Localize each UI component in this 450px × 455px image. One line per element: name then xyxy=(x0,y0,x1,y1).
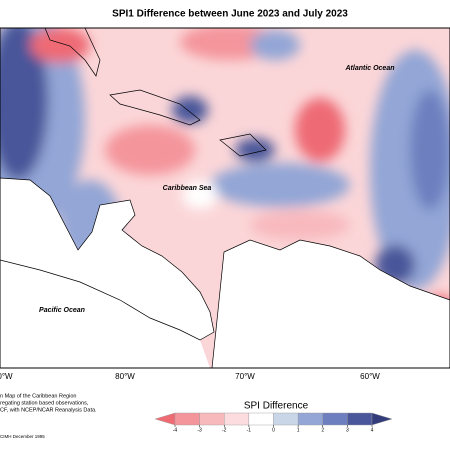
colorbar-tick-label: -4 xyxy=(173,427,178,433)
longitude-label: 0°W xyxy=(0,372,13,381)
colorbar-segment xyxy=(248,412,274,426)
map-frame xyxy=(0,27,450,369)
credit-line: n Map of the Caribbean Region xyxy=(0,393,76,399)
credit-line: CF, with NCEP/NCAR Reanalysis Data. xyxy=(0,407,97,413)
colorbar: -4 -3 -2 -1 0 1 2 3 4 xyxy=(154,412,393,433)
colorbar-tick-label: 3 xyxy=(346,427,349,433)
ocean-label: Atlantic Ocean xyxy=(344,65,394,72)
longitude-label: 80°W xyxy=(115,372,135,381)
colorbar-segment xyxy=(224,412,250,426)
colorbar-segment xyxy=(322,412,348,426)
longitude-label: 60°W xyxy=(360,372,380,381)
legend-title: SPI Difference xyxy=(244,401,309,412)
credit-line: CIMH December 1995 xyxy=(0,434,45,439)
colorbar-segment xyxy=(273,412,299,426)
colorbar-tick-label: 4 xyxy=(371,427,374,433)
longitude-label: 70°W xyxy=(235,372,255,381)
colorbar-tick-label: 1 xyxy=(297,427,300,433)
colorbar-tick-label: -2 xyxy=(222,427,227,433)
map-area: Atlantic Ocean Caribbean Sea Pacific Oce… xyxy=(0,28,450,368)
colorbar-segment xyxy=(174,412,200,426)
ocean-label: Caribbean Sea xyxy=(163,185,212,192)
colorbar-tick-label: 0 xyxy=(272,427,275,433)
ocean-label: Pacific Ocean xyxy=(39,307,85,314)
colorbar-tick-label: 2 xyxy=(321,427,324,433)
colorbar-end xyxy=(154,412,176,426)
colorbar-segment xyxy=(199,412,225,426)
colorbar-segment xyxy=(347,412,373,426)
colorbar-segment xyxy=(297,412,323,426)
map-title: SPI1 Difference between June 2023 and Ju… xyxy=(112,9,348,20)
colorbar-tick-label: -3 xyxy=(197,427,202,433)
credit-line: regating station based observations, xyxy=(0,400,89,406)
colorbar-end xyxy=(371,412,393,426)
colorbar-tick-label: -1 xyxy=(247,427,252,433)
